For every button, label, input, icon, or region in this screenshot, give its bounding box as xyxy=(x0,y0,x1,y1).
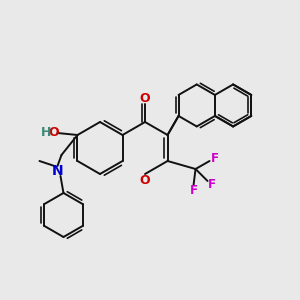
Text: O: O xyxy=(140,92,150,104)
Text: O: O xyxy=(140,175,150,188)
Text: F: F xyxy=(208,178,215,190)
Text: O: O xyxy=(48,125,59,139)
Text: N: N xyxy=(52,164,63,178)
Text: F: F xyxy=(211,152,218,166)
Text: H: H xyxy=(41,125,52,139)
Text: F: F xyxy=(190,184,197,197)
